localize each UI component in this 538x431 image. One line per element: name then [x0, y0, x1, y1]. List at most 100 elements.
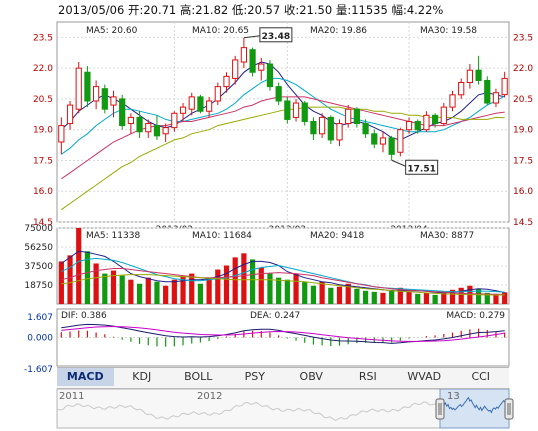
volume-bar [475, 288, 482, 304]
price-ma10-line [61, 77, 505, 155]
volume-bar [267, 273, 273, 304]
tab-kdj[interactable]: KDJ [132, 370, 152, 383]
volume-bar [93, 263, 99, 304]
navigator-right-handle[interactable] [504, 398, 514, 420]
candle-body [466, 69, 473, 84]
min-price-marker: 17.51 [407, 164, 435, 174]
candle-body [275, 86, 282, 102]
volume-bar [189, 273, 195, 304]
navigator-history-line [56, 401, 510, 421]
volume-bar [84, 251, 91, 304]
tab-obv[interactable]: OBV [299, 370, 323, 383]
volume-ma30-line [61, 274, 505, 296]
candle-body [232, 59, 239, 79]
candle-body [162, 127, 169, 135]
volume-bar [423, 292, 430, 304]
price-ma-legend-label: MA30: 19.58 [420, 26, 477, 36]
macd-value-legend: MACD: 0.279 [446, 311, 505, 321]
price-axis-left-label: 20.5 [33, 95, 53, 105]
macd-axis-label: -1.607 [24, 365, 53, 375]
volume-bar [484, 292, 490, 304]
volume-axis-label: 37500 [24, 262, 53, 272]
volume-bar [215, 269, 221, 304]
tab-psy[interactable]: PSY [244, 370, 265, 383]
volume-bar [58, 261, 64, 304]
candle-body [336, 123, 343, 141]
macd-axis-label: 0.000 [27, 334, 53, 344]
price-axis-right-label: 20.5 [513, 95, 533, 105]
volume-bar [102, 273, 108, 304]
tab-wvad[interactable]: WVAD [407, 370, 442, 383]
price-axis-right-label: 16.0 [513, 187, 533, 197]
volume-bar [110, 270, 117, 304]
open-value: 20.71 [143, 3, 177, 17]
volume-bar [502, 292, 508, 304]
candle-body [136, 116, 143, 133]
volume-bar [249, 259, 256, 304]
candle-body [319, 116, 326, 135]
volume-axis-label: 18750 [24, 281, 53, 291]
volume-bar [284, 279, 290, 304]
volume-bar [258, 267, 264, 304]
price-ma-legend-label: MA10: 20.65 [192, 26, 249, 36]
candle-body [240, 47, 247, 63]
candle-body [188, 96, 195, 110]
change-label: 幅: [391, 3, 407, 17]
volume-bar [119, 275, 125, 304]
candle-body [432, 114, 439, 125]
candle-body [171, 112, 178, 129]
open-label: 开: [127, 3, 144, 17]
volume-ma-legend-label: MA20: 9418 [310, 231, 364, 241]
macd-dea-legend: DEA: 0.247 [250, 311, 300, 321]
max-marker-pointer [243, 35, 260, 39]
candle-body [197, 96, 204, 112]
tab-boll[interactable]: BOLL [184, 370, 213, 383]
volume-bar [371, 291, 377, 304]
volume-bar [328, 287, 334, 304]
tab-rsi[interactable]: RSI [358, 370, 377, 383]
price-axis-right-label: 14.5 [513, 218, 533, 228]
price-axis-left-label: 19.0 [33, 126, 53, 136]
volume-bar [449, 289, 456, 304]
price-ma20-line [61, 96, 505, 180]
candle-body [58, 125, 65, 143]
quote-header: 2013/05/06 开:20.71 高:21.82 低:20.57 收:21.… [58, 2, 443, 18]
low-label: 低: [231, 3, 248, 17]
volume-bar [145, 277, 151, 304]
min-marker-pointer [391, 159, 406, 167]
volume-axis-label: 75000 [24, 224, 53, 234]
volume-bar [154, 281, 160, 304]
volume-bar [241, 253, 247, 304]
candle-body [119, 98, 126, 127]
price-ma-legend-label: MA20: 19.86 [310, 26, 367, 36]
candle-body [266, 63, 274, 88]
candle-body [414, 120, 421, 131]
volume-bar [302, 281, 308, 304]
candle-body [223, 75, 230, 88]
candle-body [492, 92, 500, 104]
volume-bar [67, 255, 73, 304]
price-axis-left-label: 22.0 [33, 64, 53, 74]
volume-bar [206, 277, 212, 304]
candle-body [93, 86, 100, 102]
candle-body [153, 125, 161, 137]
price-axis-left-label: 23.5 [33, 33, 53, 43]
volume-bar [493, 293, 499, 304]
high-value: 21.82 [195, 3, 229, 17]
candle-body [327, 116, 334, 141]
tab-cci[interactable]: CCI [471, 370, 491, 383]
low-value: 20.57 [247, 3, 281, 17]
volume-bar [354, 288, 360, 304]
navigator-left-handle[interactable] [435, 398, 445, 420]
quote-date: 2013/05/06 [58, 3, 125, 17]
candle-body [284, 100, 291, 120]
navigator-selection-line [439, 396, 510, 414]
candle-body [345, 108, 352, 125]
volume-bar [380, 292, 386, 304]
candle-body [310, 120, 317, 135]
candle-body [258, 63, 265, 71]
price-ma-legend-label: MA5: 20.60 [86, 26, 138, 36]
tab-macd[interactable]: MACD [57, 368, 114, 386]
candle-body [127, 116, 134, 125]
